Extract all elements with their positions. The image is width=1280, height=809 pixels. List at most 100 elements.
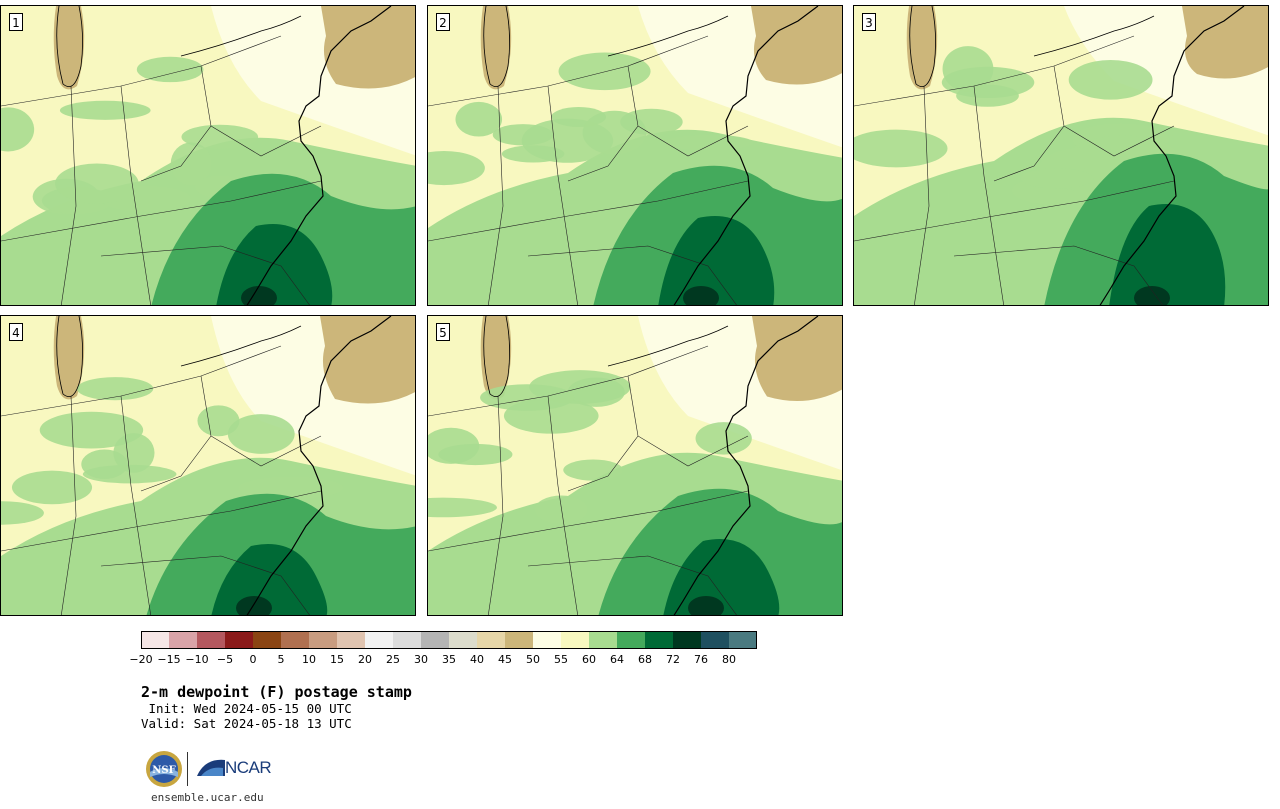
state-boundary <box>120 85 151 305</box>
colorbar-swatch <box>365 631 393 649</box>
field-moist-patch <box>1020 168 1094 189</box>
colorbar-tick-label: 55 <box>554 653 568 666</box>
colorbar-tick-label: 80 <box>722 653 736 666</box>
field-moist-patch <box>582 110 647 155</box>
lake-outline <box>180 15 302 57</box>
dewpoint-map-1 <box>1 6 415 305</box>
lake-outline <box>607 325 729 367</box>
field-dry-tan <box>751 6 842 85</box>
state-boundary <box>428 345 709 417</box>
lake-outline <box>483 316 510 398</box>
state-boundary <box>627 375 749 467</box>
field-moist-patch <box>55 163 139 204</box>
colorbar-tick-label: 72 <box>666 653 680 666</box>
field-moist-patch <box>480 384 575 411</box>
member-number-label: 3 <box>862 13 876 31</box>
lake-outline <box>909 6 936 88</box>
field-moist-patch <box>238 476 344 500</box>
colorbar-tick-label: −20 <box>129 653 153 666</box>
colorbar-tick-label: 15 <box>330 653 344 666</box>
state-boundary <box>140 435 212 492</box>
colorbar-swatch <box>701 631 729 649</box>
state-boundary <box>487 395 504 615</box>
colorbar-tick-label: 50 <box>526 653 540 666</box>
colorbar-tick-label: 60 <box>582 653 596 666</box>
colorbar-tick-label: 25 <box>386 653 400 666</box>
field-moist-darkest <box>688 596 724 615</box>
member-panel-2: 2 <box>427 5 843 306</box>
colorbar-tick-label: −5 <box>216 653 234 666</box>
state-boundary <box>1 490 322 552</box>
field-moist-patch <box>1 501 44 525</box>
field-moist-patch <box>59 100 151 120</box>
state-boundary <box>567 435 639 492</box>
field-moist-dark <box>663 539 780 615</box>
dewpoint-map-2 <box>428 6 842 305</box>
colorbar-tick-label: 10 <box>302 653 316 666</box>
field-moist-patch <box>563 459 623 481</box>
colorbar-swatch <box>253 631 281 649</box>
lake-outline <box>56 6 83 88</box>
colorbar-swatch <box>337 631 365 649</box>
field-moist-patch <box>438 443 513 466</box>
state-boundary <box>527 555 737 615</box>
colorbar-swatch <box>729 631 757 649</box>
field-lake-tan <box>53 316 85 400</box>
colorbar-tick-label: 20 <box>358 653 372 666</box>
state-boundary <box>567 125 639 182</box>
state-boundary <box>100 245 310 305</box>
field-moist-darkest <box>236 596 272 615</box>
state-boundary <box>1 180 322 242</box>
state-boundary <box>428 180 749 242</box>
member-panel-5: 5 <box>427 315 843 616</box>
field-lake-tan <box>53 6 85 90</box>
colorbar-swatch <box>673 631 701 649</box>
colorbar-tick-label: 35 <box>442 653 456 666</box>
colorbar-border <box>141 631 757 649</box>
colorbar <box>141 631 757 649</box>
colorbar-tick-label: 0 <box>249 653 257 666</box>
colorbar-swatch <box>449 631 477 649</box>
state-boundary <box>60 395 77 615</box>
field-moist-patch <box>11 470 93 505</box>
field-moist-darkest <box>1134 286 1170 305</box>
field-moist-patch <box>76 377 154 401</box>
valid-time: Valid: Sat 2024-05-18 13 UTC <box>141 716 352 731</box>
colorbar-tick-label: 5 <box>277 653 285 666</box>
colorbar-tick-label: 68 <box>638 653 652 666</box>
ncar-wordmark: NCAR <box>225 758 272 777</box>
coastline <box>673 316 819 615</box>
logo-row: NSF NCAR <box>145 750 275 790</box>
colorbar-swatch <box>169 631 197 649</box>
field-moist-patch <box>455 101 503 137</box>
lake-outline <box>483 6 510 88</box>
state-boundary <box>487 85 504 305</box>
colorbar-swatch <box>477 631 505 649</box>
logo-divider <box>187 752 188 786</box>
field-moist-patch <box>197 405 240 437</box>
chart-title: 2-m dewpoint (F) postage stamp <box>141 683 412 701</box>
state-boundary <box>953 245 1163 305</box>
member-number-label: 4 <box>9 323 23 341</box>
colorbar-tick-label: 64 <box>610 653 624 666</box>
field-dry-tan <box>320 316 415 404</box>
field-moist-patch <box>136 56 204 83</box>
field-moist-patch <box>854 129 948 168</box>
state-boundary <box>140 125 212 182</box>
state-boundary <box>1 35 282 107</box>
colorbar-swatch <box>225 631 253 649</box>
field-dry-tan <box>752 316 842 401</box>
nsf-logo-icon: NSF <box>146 751 182 787</box>
dewpoint-map-5 <box>428 316 842 615</box>
lake-outline <box>1033 15 1155 57</box>
colorbar-swatch <box>645 631 673 649</box>
state-boundary <box>1 345 282 417</box>
coastline <box>246 316 392 615</box>
field-moist-patch <box>501 145 565 163</box>
state-boundary <box>993 125 1065 182</box>
dewpoint-map-4 <box>1 316 415 615</box>
member-panel-3: 3 <box>853 5 1269 306</box>
member-panel-4: 4 <box>0 315 416 616</box>
field-moist-dark <box>216 224 333 305</box>
field-lake-tan <box>480 316 512 400</box>
